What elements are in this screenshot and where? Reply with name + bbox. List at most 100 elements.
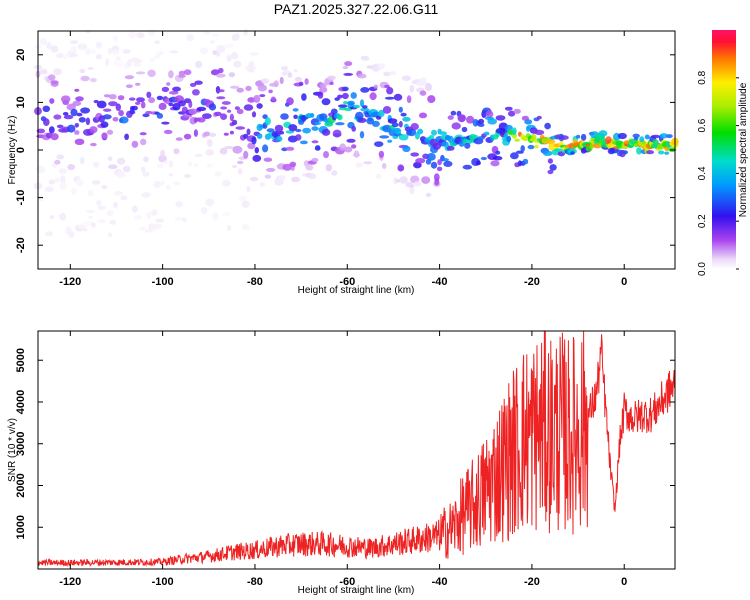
spectrogram-cell xyxy=(183,174,192,178)
y-tick-label: -10 xyxy=(15,190,27,206)
spectrogram-cell xyxy=(615,145,624,149)
spectrogram-cell xyxy=(93,99,99,104)
spectrogram-cell xyxy=(315,145,321,150)
spectrogram-cell xyxy=(214,171,222,177)
spectrogram-cell xyxy=(536,115,542,120)
spectrogram-cell xyxy=(103,108,112,112)
spectrogram-cell xyxy=(513,108,521,114)
snr-panel: -120 -100 -80 -60 -40 -20 0 1000 2000 3000 4000 50… xyxy=(7,330,676,596)
spectrogram-cell xyxy=(95,54,102,60)
spectrogram-cell xyxy=(108,101,118,107)
spectrogram-cell xyxy=(85,48,91,56)
y-tick-label: 2000 xyxy=(15,473,27,497)
spectrogram-cell xyxy=(636,147,642,155)
spectrogram-cell xyxy=(56,154,64,160)
spectrogram-cell xyxy=(247,97,256,103)
spectrogram-cell xyxy=(332,129,342,138)
spectrogram-cell xyxy=(279,130,285,135)
spectrogram-cell xyxy=(147,29,156,37)
spectrogram-cell xyxy=(450,110,457,116)
spectrogram-cell xyxy=(659,133,669,139)
x-tick-label: -20 xyxy=(524,276,540,288)
spectrogram-cell xyxy=(115,103,122,111)
spectrogram-cell xyxy=(261,78,269,84)
spectrogram-cell xyxy=(75,178,84,187)
spectrogram-cell xyxy=(172,86,181,92)
spectrogram-cell xyxy=(75,96,84,102)
snr-series-line xyxy=(37,330,676,567)
spectrogram-cell xyxy=(512,127,517,136)
spectrogram-cell xyxy=(266,128,275,133)
spectrogram-cell xyxy=(56,124,64,129)
spectrogram-cell xyxy=(419,77,427,84)
spectrogram-cell xyxy=(398,106,403,113)
spectrogram-cell xyxy=(192,89,200,96)
spectrogram-cell xyxy=(48,126,55,134)
spectrogram-cell xyxy=(152,223,162,229)
spectrogram-cell xyxy=(93,161,100,168)
spectrogram-cell xyxy=(286,97,294,106)
spectrogram-cell xyxy=(160,149,166,157)
spectrogram-cell xyxy=(74,88,80,92)
spectrogram-cell xyxy=(369,92,377,101)
spectrogram-cell xyxy=(79,68,86,74)
spectrogram-cell xyxy=(252,154,262,162)
spectrogram-cell xyxy=(319,82,327,89)
spectrogram-cell xyxy=(425,192,432,198)
spectrogram-cell xyxy=(206,163,214,168)
spectrogram-cell xyxy=(285,146,295,151)
spectrogram-cell xyxy=(241,200,250,208)
spectrogram-cell xyxy=(506,135,512,143)
spectrogram-cell xyxy=(393,93,403,101)
spectrogram-cell xyxy=(42,105,51,113)
spectrogram-cell xyxy=(216,73,226,78)
spectrogram-cell xyxy=(67,164,75,171)
spectrogram-cell xyxy=(357,117,367,123)
spectrogram-cell xyxy=(156,95,164,101)
spectrogram-cell xyxy=(335,122,345,126)
spectrogram-cell xyxy=(227,109,232,113)
spectrogram-cell xyxy=(462,164,472,170)
spectrogram-cell xyxy=(220,106,228,110)
spectrogram-cell xyxy=(69,40,79,45)
spectrogram-cell xyxy=(337,94,343,99)
spectrogram-cell xyxy=(293,114,298,120)
spectrogram-cell xyxy=(175,137,183,141)
spectrogram-cell xyxy=(74,130,80,135)
spectrogram-cell xyxy=(197,117,206,123)
spectrogram-cell xyxy=(363,161,372,165)
spectrogram-cell xyxy=(382,106,392,114)
spectrogram-cell xyxy=(102,114,112,120)
spectrogram-cell xyxy=(257,84,267,92)
spectrogram-cell xyxy=(549,164,557,171)
spectrogram-cell xyxy=(351,125,357,132)
spectrogram-cell xyxy=(148,97,156,104)
spectrogram-cell xyxy=(158,154,168,163)
spectrogram-cell xyxy=(310,113,315,118)
colorbar-tick-label: 0.4 xyxy=(697,166,708,180)
spectrogram-cell xyxy=(237,160,244,165)
spectrogram-cell xyxy=(464,142,471,149)
spectrogram-x-axis-label: Height of straight line (km) xyxy=(298,285,415,296)
spectrogram-cell xyxy=(407,128,417,137)
spectrogram-cell xyxy=(302,127,311,134)
spectrogram-cell xyxy=(131,140,139,148)
spectrogram-cell xyxy=(294,76,302,82)
spectrogram-cell xyxy=(298,81,304,86)
spectrogram-cell xyxy=(246,185,251,193)
spectrogram-cell xyxy=(360,87,370,93)
spectrogram-cell xyxy=(437,159,442,166)
spectrogram-cell xyxy=(249,176,259,182)
spectrogram-cell xyxy=(227,224,232,232)
spectrogram-cell xyxy=(107,232,113,238)
spectrogram-cell xyxy=(153,180,162,189)
spectrogram-cell xyxy=(330,108,338,115)
spectrogram-cell xyxy=(413,161,422,169)
spectrogram-cell xyxy=(174,216,185,221)
spectrogram-cell xyxy=(373,84,378,89)
x-tick-label: 0 xyxy=(621,276,627,288)
x-tick-label: -60 xyxy=(339,276,355,288)
spectrogram-cell xyxy=(510,152,519,160)
spectrogram-cell xyxy=(139,226,147,231)
spectrogram-cell xyxy=(388,71,397,76)
